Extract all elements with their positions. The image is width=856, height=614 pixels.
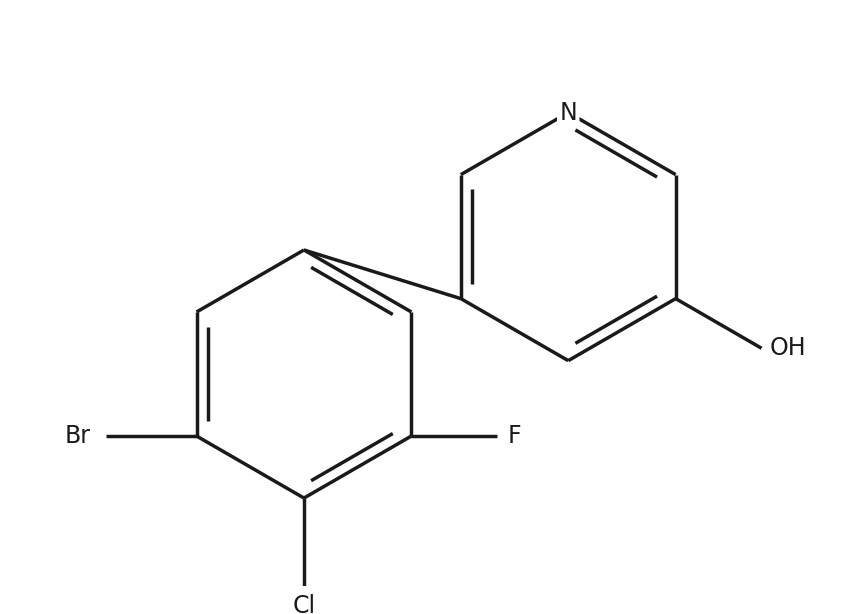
Text: F: F [508, 424, 521, 448]
Text: N: N [559, 101, 577, 125]
Text: Cl: Cl [293, 594, 316, 614]
Text: OH: OH [770, 336, 806, 360]
Text: Br: Br [64, 424, 90, 448]
